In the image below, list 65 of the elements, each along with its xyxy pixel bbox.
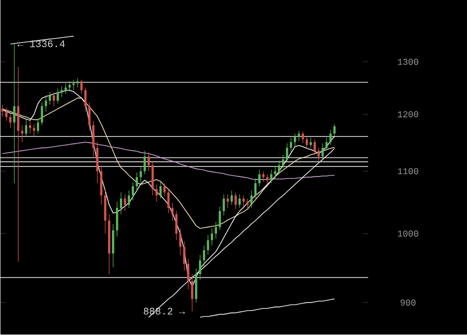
candlestick [96,142,98,184]
candlestick [206,234,210,256]
candlestick [32,124,36,137]
candlestick [266,174,268,185]
candlestick [222,194,225,216]
candlestick [282,154,284,169]
candlestick [144,150,146,175]
candlestick [329,130,332,146]
candlestick [250,190,253,208]
candlestick [226,194,229,208]
y-tick-label: 1100 [398,168,418,174]
candlestick [314,139,316,156]
candlestick [124,194,126,212]
candlestick [140,166,142,182]
candlestick [230,190,233,206]
candlestick [148,152,150,172]
candlestick [298,130,300,142]
candlestick [64,83,67,94]
candlestick [56,88,59,104]
candlestick [274,166,276,179]
candlestick [262,171,264,182]
candlestick [214,222,217,240]
candlestick [21,125,24,143]
candlestick [290,137,292,153]
candlestick [92,120,94,157]
y-tick-label: 1200 [398,111,418,118]
candlestick [52,92,55,107]
candlestick [116,202,118,238]
candlestick [238,194,241,208]
candlestick [318,148,320,162]
candlestick [175,210,178,241]
candlestick [40,102,44,126]
candlestick [136,172,138,191]
candlestick [310,137,312,148]
candlestick [5,108,8,122]
candlestick [25,120,28,137]
candlestick [60,86,63,98]
candlestick [36,118,40,134]
y-tick-label: 1300 [398,58,418,66]
candlestick [191,274,194,312]
candlestick [325,137,328,152]
candlestick [167,189,170,214]
y-tick-label: 1000 [398,230,418,237]
candlestick [306,136,308,150]
candlestick [44,95,48,112]
candlestick [234,192,237,210]
candlestick [120,192,122,215]
candlestick [218,206,221,231]
candlestick [187,258,190,290]
candlestick [128,190,130,208]
candlestick [13,44,16,184]
candlestick [258,170,260,187]
candlestick [9,114,12,128]
candlestick [246,198,249,210]
candlestick [28,120,32,134]
candlestick [183,241,186,272]
candlestick [84,87,87,112]
candlestick [270,170,272,184]
annotation: ← 1336.4 [18,40,65,48]
y-tick-label: 900 [400,300,416,306]
candlestick [179,228,182,256]
candlestick [202,245,206,268]
candlestick [302,132,304,144]
candlestick [210,228,214,246]
candlestick [254,178,257,200]
